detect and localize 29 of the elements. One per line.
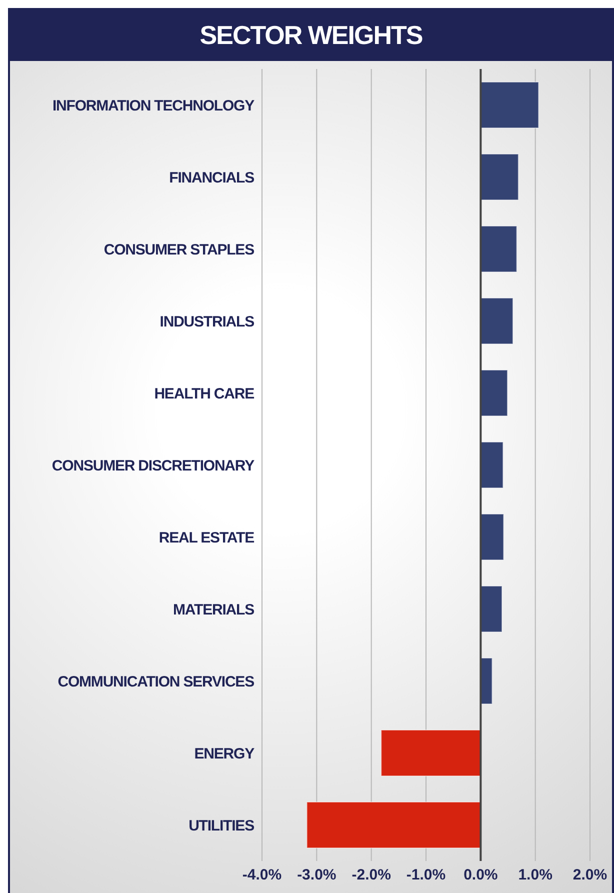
y-tick-label: UTILITIES bbox=[188, 817, 255, 834]
y-tick-label: ENERGY bbox=[194, 745, 255, 762]
y-tick-label: COMMUNICATION SERVICES bbox=[58, 673, 255, 690]
x-tick-label: -1.0% bbox=[406, 866, 446, 884]
bar bbox=[380, 729, 482, 776]
y-tick-label: CONSUMER STAPLES bbox=[104, 241, 255, 258]
bar bbox=[480, 225, 518, 272]
x-tick-label: 1.0% bbox=[518, 866, 552, 884]
bar bbox=[480, 153, 519, 200]
y-tick-label: MATERIALS bbox=[173, 601, 255, 618]
x-tick-label: 2.0% bbox=[572, 866, 608, 884]
chart-title: SECTOR WEIGHTS bbox=[10, 10, 612, 61]
x-tick-label: -3.0% bbox=[297, 866, 336, 884]
y-tick-label: INDUSTRIALS bbox=[160, 313, 255, 330]
bar bbox=[306, 801, 482, 848]
bar bbox=[480, 441, 504, 488]
y-tick-label: REAL ESTATE bbox=[158, 529, 255, 546]
x-tick-label: -2.0% bbox=[352, 866, 391, 884]
bar bbox=[480, 369, 508, 416]
y-tick-label: CONSUMER DISCRETIONARY bbox=[52, 457, 255, 474]
bar bbox=[480, 297, 514, 344]
y-tick-label: HEALTH CARE bbox=[154, 385, 255, 402]
x-tick-label: 0.0% bbox=[464, 866, 498, 884]
bar bbox=[480, 81, 540, 128]
y-tick-label: FINANCIALS bbox=[169, 169, 255, 186]
x-tick-label: -4.0% bbox=[242, 866, 282, 884]
y-tick-label: INFORMATION TECHNOLOGY bbox=[52, 97, 255, 114]
bar bbox=[480, 585, 502, 632]
bar bbox=[480, 513, 504, 560]
